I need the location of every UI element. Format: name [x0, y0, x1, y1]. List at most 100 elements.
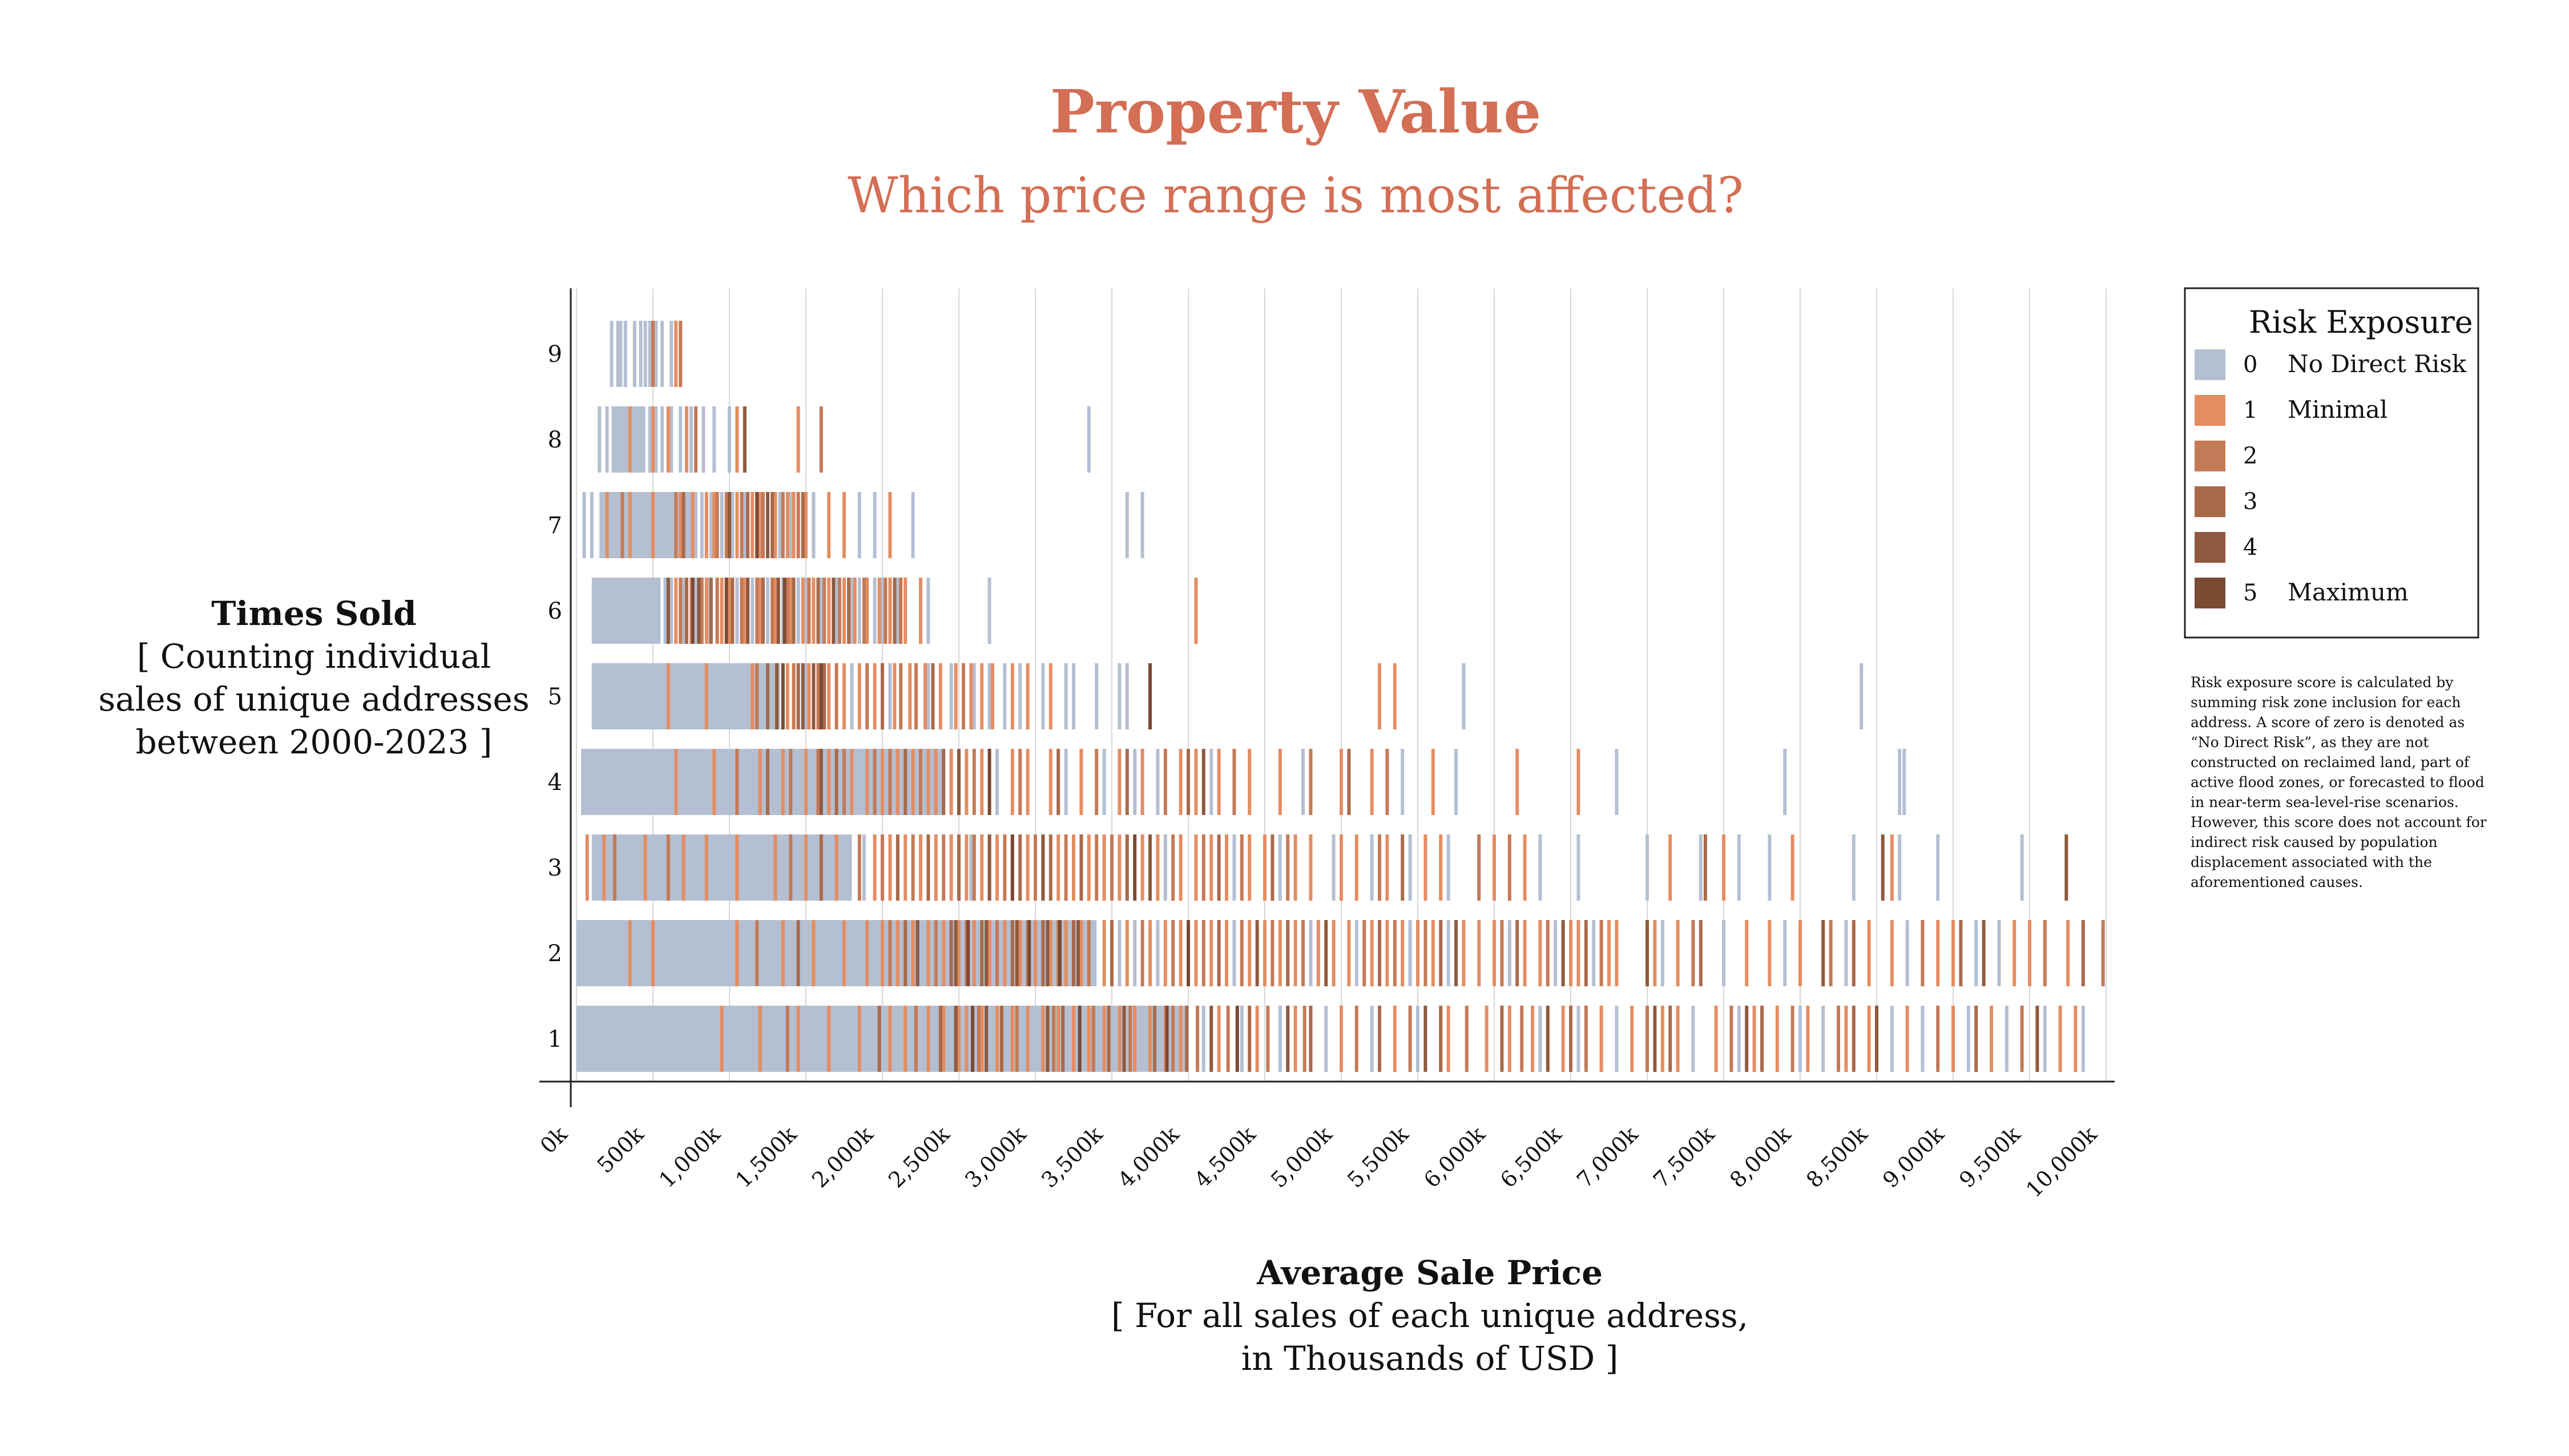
sale-mark-score-3 — [980, 920, 984, 986]
sale-mark-score-0 — [670, 406, 673, 473]
sale-mark-score-2 — [881, 834, 884, 901]
sale-mark-score-1 — [2066, 920, 2070, 986]
strip-row-1 — [576, 1006, 2085, 1072]
legend-label: Minimal — [2288, 396, 2387, 424]
sale-mark-score-1 — [1378, 663, 1381, 729]
sale-mark-score-3 — [877, 1006, 881, 1072]
sale-mark-score-4 — [987, 834, 991, 901]
sale-mark-score-1 — [681, 834, 685, 901]
sale-mark-score-2 — [888, 749, 892, 815]
sale-mark-score-0 — [1309, 920, 1313, 986]
sale-mark-score-1 — [1714, 1006, 1718, 1072]
legend-title: Risk Exposure — [2249, 304, 2473, 340]
sale-mark-score-0 — [1156, 749, 1160, 815]
sale-mark-score-0 — [1446, 834, 1450, 901]
sale-mark-score-1 — [1385, 834, 1389, 901]
sale-mark-score-1 — [1561, 1006, 1565, 1072]
sale-mark-score-1 — [1340, 1006, 1343, 1072]
sale-mark-score-1 — [1890, 834, 1894, 901]
sale-mark-score-1 — [1087, 834, 1091, 901]
sale-mark-score-0 — [987, 663, 991, 729]
x-axis-subtitle-line-2: in Thousands of USD ] — [1241, 1339, 1619, 1378]
sale-mark-score-0 — [1966, 1006, 1970, 1072]
sale-mark-score-0 — [694, 492, 698, 558]
sale-mark-score-0 — [926, 578, 930, 644]
legend-swatch — [2195, 441, 2225, 471]
sale-mark-score-3 — [1439, 920, 1443, 986]
sale-mark-score-0 — [731, 492, 735, 558]
legend-swatch — [2195, 349, 2225, 380]
sale-mark-score-0 — [582, 492, 586, 558]
legend-swatch — [2195, 486, 2225, 517]
sale-mark-score-2 — [1546, 920, 1550, 986]
sale-mark-score-5 — [1010, 834, 1014, 901]
sale-mark-score-1 — [704, 578, 708, 644]
sale-mark-score-0 — [1301, 749, 1305, 815]
sale-mark-score-3 — [1974, 1006, 1978, 1072]
sale-mark-score-1 — [1332, 920, 1336, 986]
sale-mark-score-1 — [1431, 920, 1435, 986]
sale-mark-score-1 — [923, 663, 927, 729]
sale-mark-score-3 — [819, 834, 823, 901]
sale-mark-score-0 — [1576, 834, 1580, 901]
sale-mark-score-1 — [1026, 663, 1030, 729]
sale-mark-score-3 — [1107, 1006, 1111, 1072]
sale-mark-score-0 — [1783, 749, 1787, 815]
sale-mark-score-1 — [804, 834, 808, 901]
sale-mark-score-0 — [1140, 492, 1144, 558]
sale-mark-score-4 — [2064, 834, 2068, 901]
sale-mark-score-2 — [724, 492, 728, 558]
legend-item-1: 1 Minimal — [2195, 395, 2387, 426]
sale-mark-score-1 — [796, 406, 800, 473]
sale-mark-score-3 — [796, 920, 800, 986]
sale-mark-score-2 — [674, 492, 678, 558]
sale-mark-score-1 — [904, 834, 908, 901]
sale-mark-score-1 — [1026, 834, 1030, 901]
sale-mark-score-3 — [746, 492, 750, 558]
sale-mark-score-1 — [980, 834, 984, 901]
sale-mark-score-1 — [827, 1006, 831, 1072]
sale-mark-score-1 — [911, 920, 915, 986]
sale-mark-score-1 — [842, 578, 846, 644]
sale-mark-score-1 — [842, 920, 846, 986]
sale-mark-score-2 — [796, 492, 800, 558]
sale-mark-score-2 — [1003, 834, 1007, 901]
sale-mark-score-1 — [1867, 920, 1871, 986]
sale-mark-score-1 — [888, 1006, 892, 1072]
sale-mark-score-4 — [746, 578, 750, 644]
sale-mark-score-1 — [1676, 1006, 1680, 1072]
sale-mark-score-0 — [789, 492, 793, 558]
sale-mark-score-1 — [857, 663, 861, 729]
sale-mark-score-1 — [1477, 920, 1481, 986]
sale-mark-score-1 — [1248, 749, 1252, 815]
sale-mark-score-3 — [2081, 920, 2085, 986]
sale-mark-score-1 — [1660, 1006, 1664, 1072]
sale-mark-score-2 — [1226, 1006, 1230, 1072]
sale-mark-score-4 — [1423, 1006, 1427, 1072]
sale-mark-score-2 — [1052, 1006, 1056, 1072]
sale-mark-score-1 — [2058, 1006, 2062, 1072]
sale-mark-score-2 — [715, 492, 719, 558]
sale-mark-score-1 — [735, 406, 739, 473]
sale-mark-score-4 — [776, 578, 780, 644]
sale-mark-score-1 — [853, 578, 857, 644]
sale-mark-score-0 — [648, 406, 652, 473]
sale-mark-score-1 — [651, 406, 655, 473]
sale-mark-score-0 — [1737, 834, 1741, 901]
sale-mark-score-3 — [1401, 834, 1405, 901]
sale-mark-score-1 — [1401, 920, 1405, 986]
sale-mark-score-1 — [758, 492, 762, 558]
sale-mark-score-2 — [666, 834, 670, 901]
sale-mark-score-4 — [1745, 1006, 1749, 1072]
sale-mark-score-1 — [904, 578, 908, 644]
sale-mark-score-2 — [740, 492, 744, 558]
sale-mark-score-0 — [1446, 920, 1450, 986]
sale-mark-score-0 — [987, 578, 991, 644]
sale-mark-score-1 — [938, 663, 942, 729]
sale-mark-score-0 — [1278, 834, 1282, 901]
risk-score-note: Risk exposure score is calculated by sum… — [2191, 674, 2487, 890]
strip-row-4 — [581, 749, 1906, 815]
sale-mark-score-5 — [1058, 920, 1062, 986]
x-tick-label: 500k — [592, 1122, 649, 1178]
sale-mark-score-4 — [801, 663, 805, 729]
